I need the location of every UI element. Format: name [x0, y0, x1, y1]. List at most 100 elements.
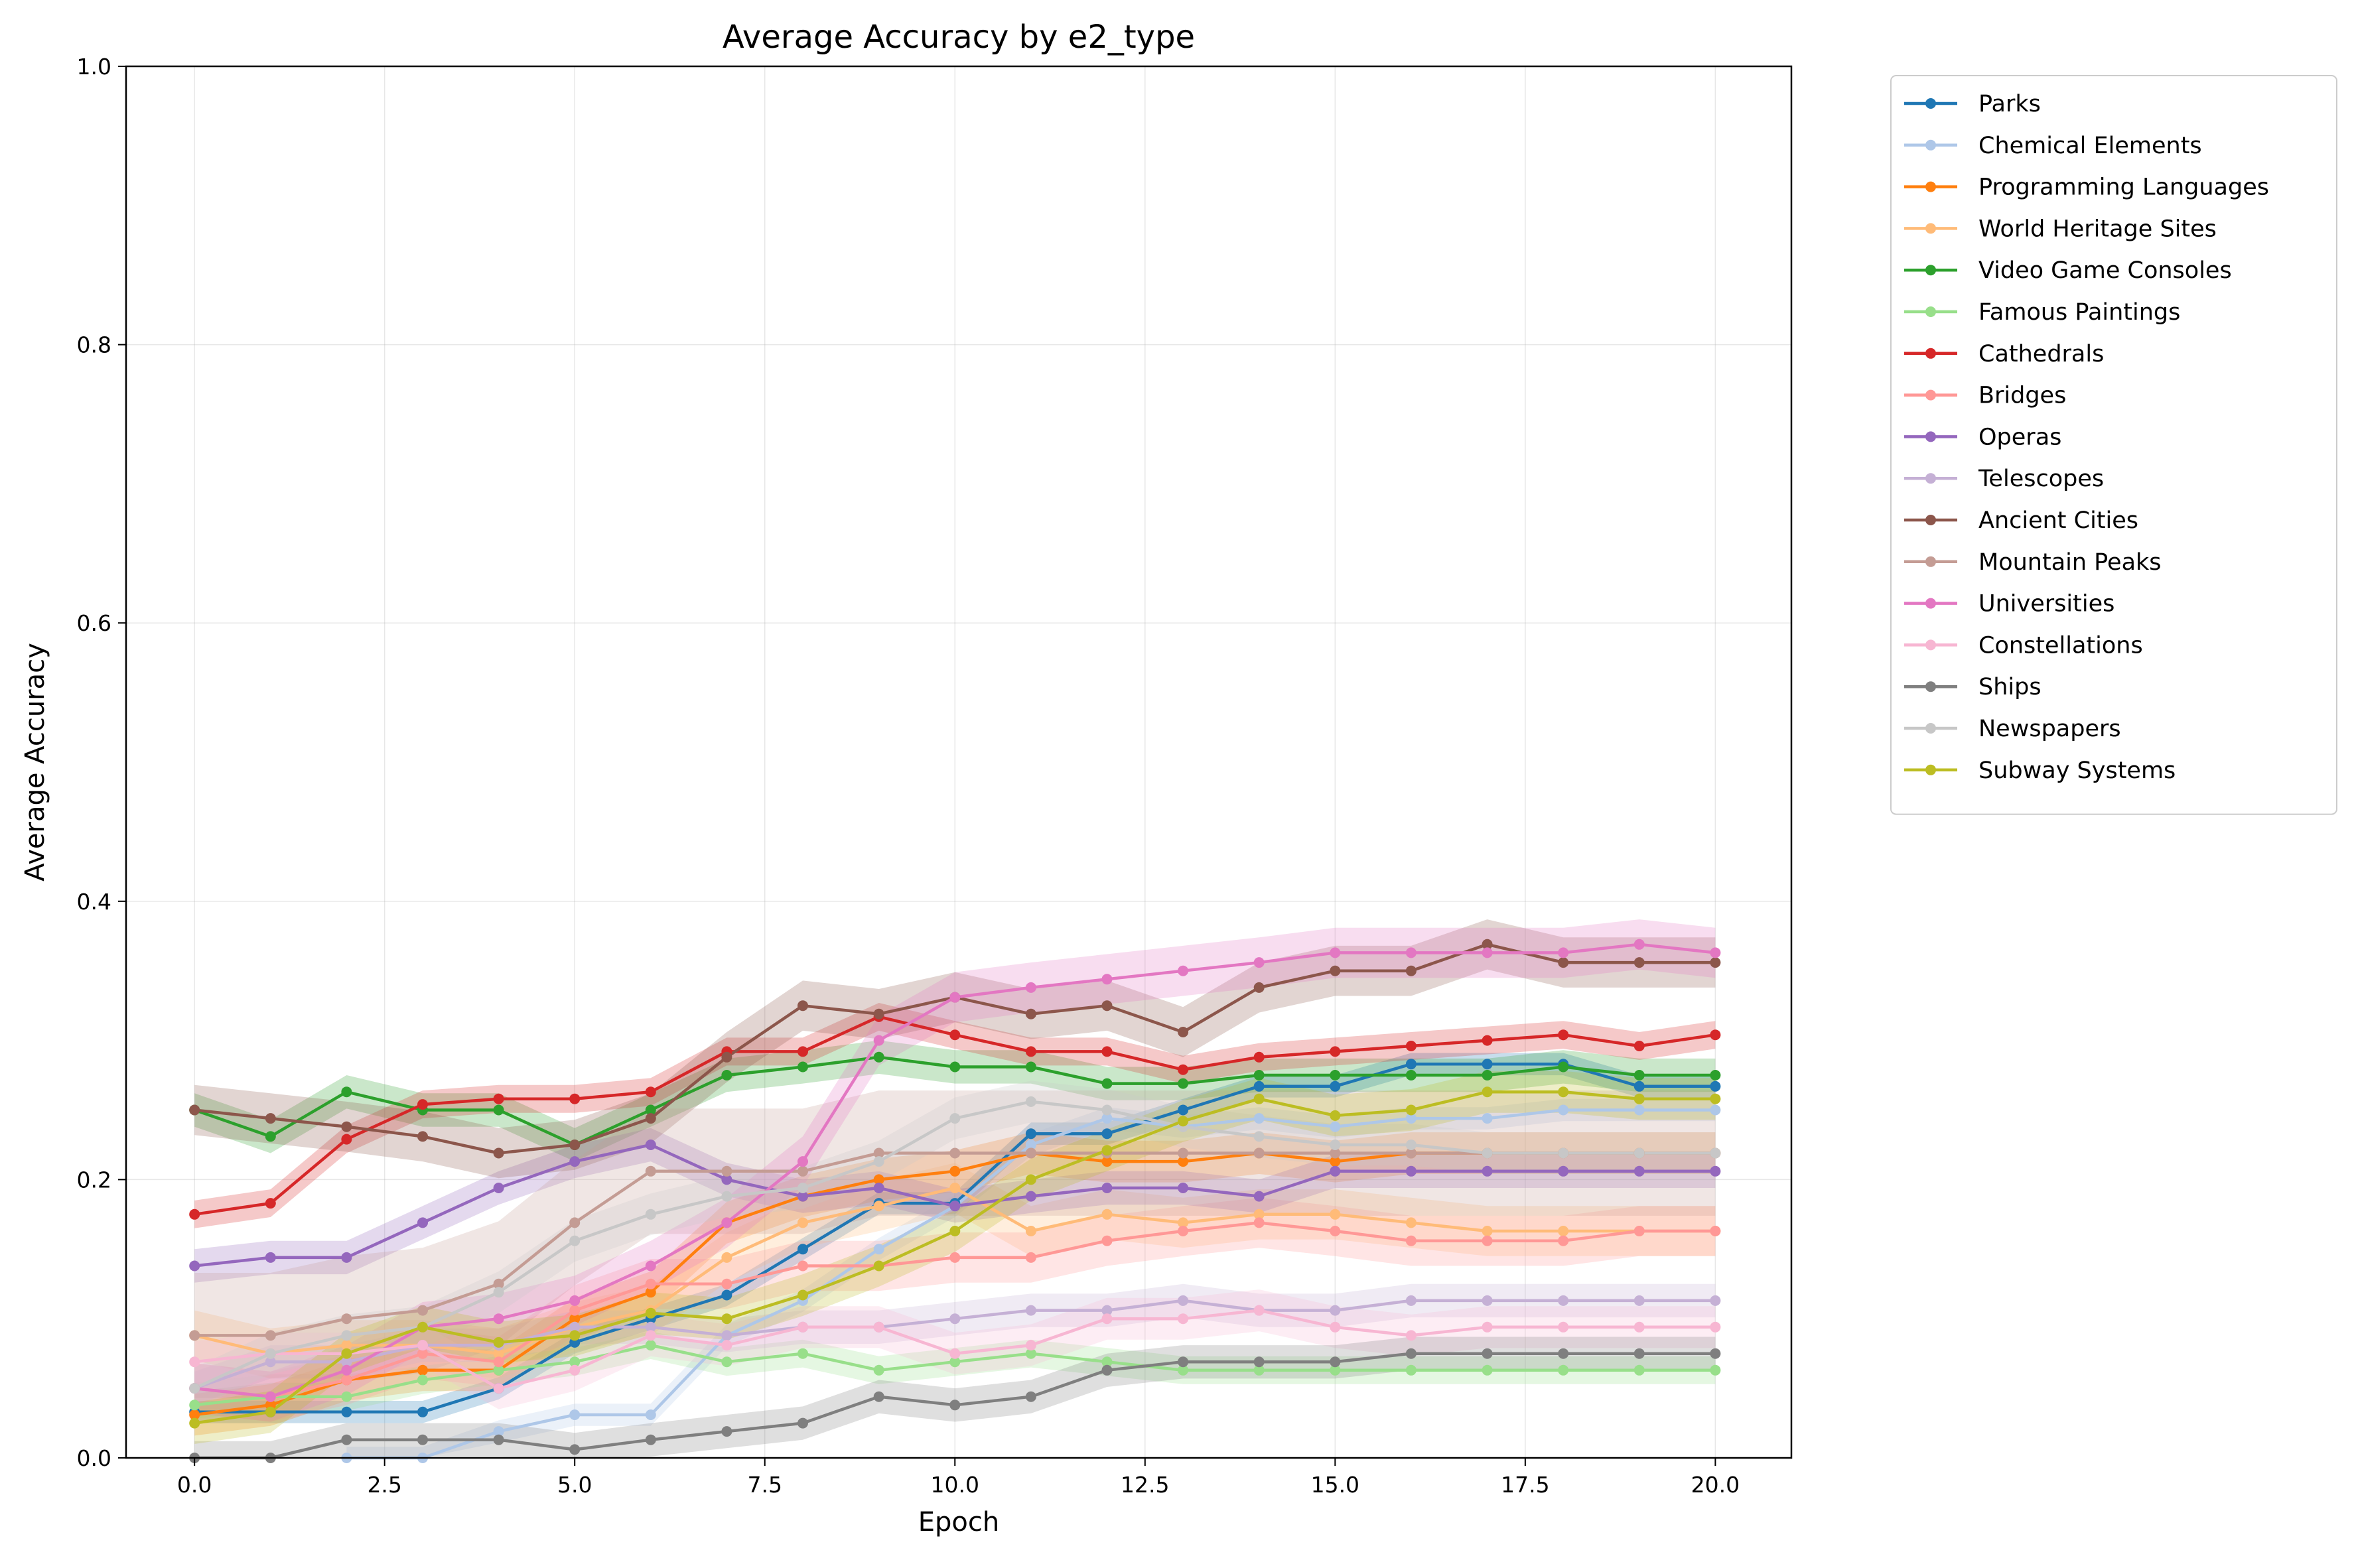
- legend-marker: [1925, 556, 1936, 567]
- point-famous-paintings: [341, 1391, 352, 1402]
- point-newspapers: [1025, 1096, 1036, 1107]
- legend-item-bridges: Bridges: [1904, 383, 2066, 409]
- legend-label: Famous Paintings: [1978, 299, 2180, 326]
- point-telescopes: [569, 1321, 581, 1333]
- legend-item-chemical-elements: Chemical Elements: [1904, 133, 2202, 159]
- point-ships: [1558, 1348, 1569, 1359]
- point-parks: [1025, 1128, 1036, 1140]
- band-famous-paintings: [194, 1331, 1716, 1419]
- point-famous-paintings: [873, 1364, 884, 1376]
- legend-marker: [1925, 223, 1936, 234]
- y-tick-label: 0.2: [77, 1167, 111, 1193]
- legend-label: Operas: [1978, 424, 2061, 450]
- point-cathedrals: [1330, 1046, 1341, 1057]
- point-mountain-peaks: [645, 1165, 656, 1177]
- x-tick-label: 0.0: [177, 1472, 212, 1498]
- point-video-game-consoles: [1405, 1070, 1417, 1080]
- point-ancient-cities: [1710, 957, 1721, 968]
- point-famous-paintings: [569, 1356, 581, 1368]
- point-subway-systems: [949, 1226, 961, 1236]
- point-programming-languages: [949, 1165, 961, 1177]
- legend-item-famous-paintings: Famous Paintings: [1904, 299, 2180, 326]
- chart-title: Average Accuracy by e2_type: [723, 19, 1195, 56]
- x-tick-label: 2.5: [367, 1472, 401, 1498]
- point-parks: [1482, 1059, 1493, 1070]
- point-telescopes: [1025, 1305, 1036, 1316]
- point-constellations: [1482, 1321, 1493, 1333]
- legend-label: World Heritage Sites: [1978, 216, 2217, 242]
- point-telescopes: [1178, 1295, 1189, 1306]
- x-tick-label: 7.5: [747, 1472, 782, 1498]
- point-ancient-cities: [1330, 965, 1341, 976]
- point-telescopes: [1710, 1295, 1721, 1306]
- point-subway-systems: [1558, 1086, 1569, 1098]
- point-bridges: [645, 1278, 656, 1289]
- point-parks: [797, 1244, 808, 1255]
- legend-marker: [1925, 98, 1936, 109]
- point-cathedrals: [797, 1046, 808, 1057]
- point-telescopes: [1330, 1305, 1341, 1316]
- point-cathedrals: [417, 1099, 428, 1110]
- point-operas: [645, 1140, 656, 1150]
- point-ships: [1405, 1348, 1417, 1359]
- point-world-heritage-sites: [1482, 1226, 1493, 1236]
- point-telescopes: [341, 1356, 352, 1368]
- legend-item-mountain-peaks: Mountain Peaks: [1904, 549, 2162, 576]
- point-world-heritage-sites: [1405, 1217, 1417, 1228]
- point-subway-systems: [341, 1348, 352, 1359]
- point-famous-paintings: [1633, 1364, 1645, 1376]
- point-constellations: [1330, 1321, 1341, 1333]
- legend-marker: [1925, 473, 1936, 484]
- point-programming-languages: [1178, 1156, 1189, 1167]
- legend-label: Programming Languages: [1978, 174, 2269, 201]
- point-operas: [1482, 1165, 1493, 1177]
- point-ships: [1633, 1348, 1645, 1359]
- point-subway-systems: [873, 1260, 884, 1272]
- point-operas: [1253, 1191, 1265, 1202]
- point-newspapers: [1253, 1131, 1265, 1142]
- point-constellations: [493, 1383, 504, 1394]
- point-mountain-peaks: [417, 1305, 428, 1316]
- point-telescopes: [1558, 1295, 1569, 1306]
- point-telescopes: [1101, 1305, 1113, 1316]
- x-tick-label: 20.0: [1691, 1472, 1740, 1498]
- point-ships: [1330, 1356, 1341, 1368]
- point-cathedrals: [1253, 1051, 1265, 1063]
- point-constellations: [797, 1321, 808, 1333]
- legend-label: Ships: [1978, 674, 2042, 700]
- point-world-heritage-sites: [1178, 1217, 1189, 1228]
- legend-label: Ancient Cities: [1978, 507, 2138, 534]
- point-mountain-peaks: [949, 1147, 961, 1159]
- point-bridges: [341, 1374, 352, 1386]
- legend-item-programming-languages: Programming Languages: [1904, 174, 2269, 201]
- point-operas: [569, 1156, 581, 1167]
- band-chemical-elements: [346, 1098, 1716, 1458]
- point-parks: [1253, 1080, 1265, 1092]
- point-cathedrals: [645, 1086, 656, 1098]
- legend-label: Telescopes: [1978, 466, 2104, 492]
- point-ships: [797, 1417, 808, 1429]
- point-programming-languages: [569, 1313, 581, 1325]
- point-video-game-consoles: [1482, 1070, 1493, 1080]
- point-constellations: [949, 1348, 961, 1359]
- point-famous-paintings: [1558, 1364, 1569, 1376]
- point-bridges: [1482, 1235, 1493, 1246]
- point-ancient-cities: [1405, 965, 1417, 976]
- point-constellations: [417, 1340, 428, 1351]
- point-bridges: [1025, 1252, 1036, 1263]
- point-operas: [797, 1191, 808, 1202]
- point-famous-paintings: [797, 1348, 808, 1359]
- point-newspapers: [1101, 1104, 1113, 1116]
- point-ships: [1710, 1348, 1721, 1359]
- band-subway-systems: [194, 1071, 1716, 1444]
- legend-marker: [1925, 723, 1936, 734]
- point-chemical-elements: [493, 1426, 504, 1437]
- point-constellations: [721, 1340, 732, 1351]
- point-constellations: [1710, 1321, 1721, 1333]
- point-ancient-cities: [1633, 957, 1645, 968]
- legend-marker: [1925, 639, 1936, 651]
- x-tick-label: 10.0: [931, 1472, 979, 1498]
- point-ancient-cities: [797, 1000, 808, 1012]
- point-cathedrals: [265, 1198, 276, 1209]
- legend-marker: [1925, 306, 1936, 317]
